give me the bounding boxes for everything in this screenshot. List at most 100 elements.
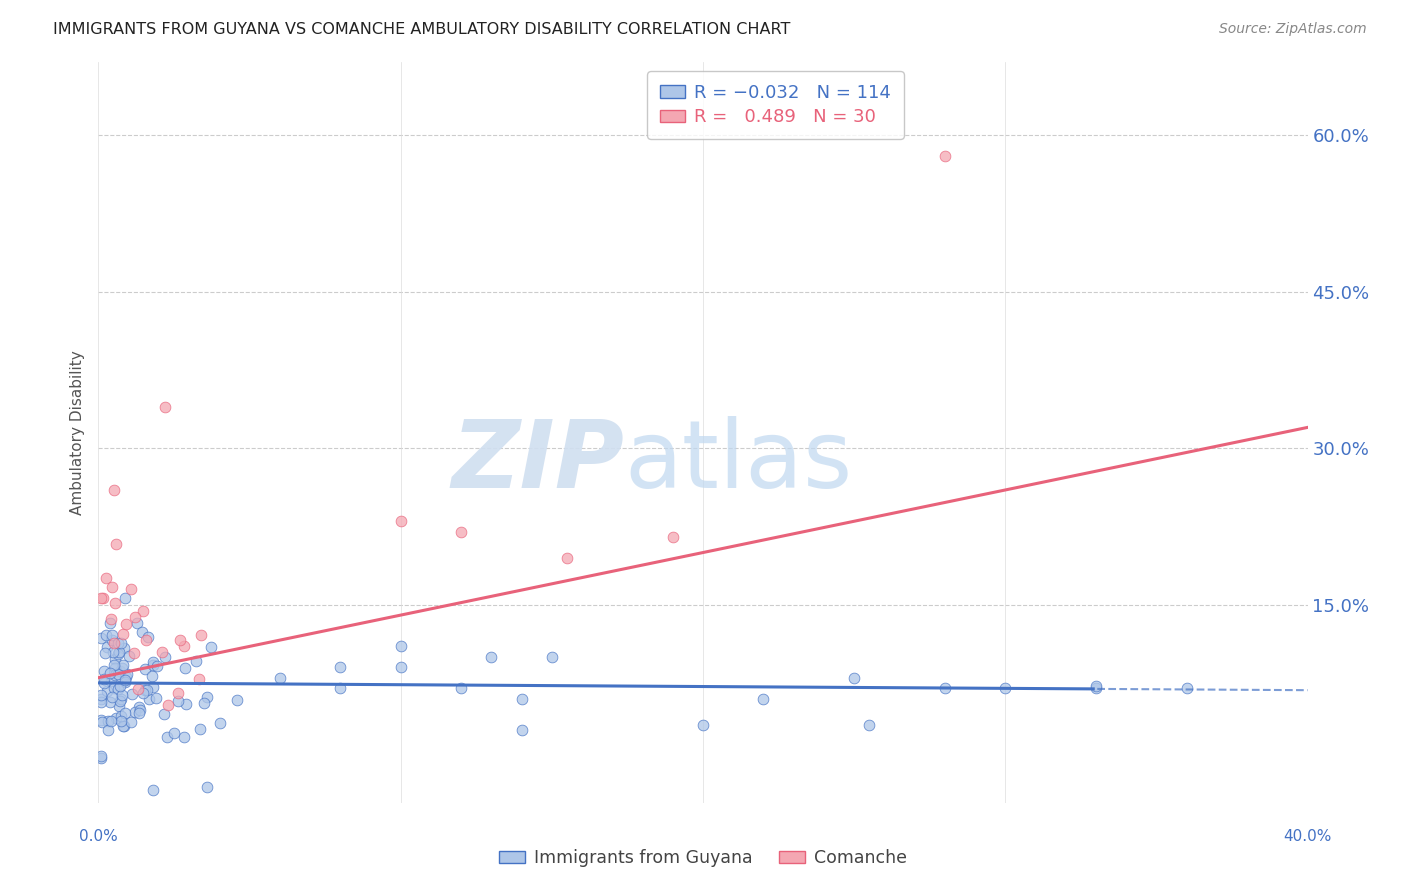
Point [110, 709, 132, 723]
Point [120, 582, 142, 596]
Point [858, 717, 880, 731]
Point [934, 681, 956, 695]
Point [90, 715, 112, 730]
Point [208, 716, 231, 731]
Point [117, 667, 139, 681]
Point [145, 691, 167, 706]
Point [174, 661, 197, 675]
Point [225, 693, 247, 707]
Point [111, 661, 134, 675]
Text: 0.0%: 0.0% [79, 829, 118, 844]
Point [134, 662, 156, 676]
Point [93, 675, 115, 690]
Point [934, 149, 956, 163]
Point [103, 483, 125, 497]
Point [136, 683, 159, 698]
Text: 40.0%: 40.0% [1284, 829, 1331, 844]
Point [100, 612, 122, 626]
Point [98, 666, 121, 681]
Point [108, 679, 131, 693]
Point [1085, 681, 1108, 695]
Point [156, 730, 179, 744]
Point [97, 723, 120, 738]
Point [134, 682, 156, 697]
Point [124, 610, 146, 624]
Point [107, 682, 129, 697]
Point [195, 690, 218, 705]
Point [107, 635, 129, 649]
Point [510, 691, 533, 706]
Point [146, 658, 169, 673]
Point [112, 641, 135, 656]
Point [114, 706, 136, 720]
Point [104, 652, 127, 666]
Point [101, 627, 124, 641]
Point [389, 640, 412, 654]
Point [157, 698, 180, 712]
Point [98, 695, 121, 709]
Point [101, 645, 124, 659]
Point [127, 681, 149, 696]
Point [118, 648, 141, 663]
Point [136, 630, 159, 644]
Legend: Immigrants from Guyana, Comanche: Immigrants from Guyana, Comanche [492, 843, 914, 874]
Point [184, 654, 207, 668]
Point [141, 669, 163, 683]
Point [329, 681, 352, 695]
Point [141, 658, 163, 673]
Point [752, 691, 775, 706]
Point [142, 783, 165, 797]
Point [121, 687, 143, 701]
Point [94, 646, 117, 660]
Point [173, 640, 195, 654]
Point [107, 647, 129, 661]
Point [128, 700, 150, 714]
Point [115, 616, 138, 631]
Point [450, 524, 472, 539]
Point [90, 688, 112, 702]
Point [389, 514, 412, 528]
Point [90, 591, 112, 605]
Point [124, 705, 146, 719]
Point [104, 596, 127, 610]
Point [150, 645, 173, 659]
Point [153, 400, 176, 414]
Point [98, 615, 121, 630]
Text: atlas: atlas [624, 417, 852, 508]
Point [108, 698, 131, 713]
Point [190, 628, 212, 642]
Point [110, 635, 132, 649]
Point [193, 696, 215, 710]
Point [107, 645, 129, 659]
Point [93, 672, 115, 686]
Point [93, 664, 115, 678]
Point [329, 660, 352, 674]
Point [101, 690, 124, 704]
Point [450, 681, 472, 695]
Point [540, 649, 562, 664]
Point [138, 692, 160, 706]
Point [107, 666, 129, 681]
Point [389, 660, 412, 674]
Point [661, 530, 683, 544]
Point [129, 703, 152, 717]
Point [100, 673, 122, 688]
Point [1085, 679, 1108, 693]
Point [104, 660, 127, 674]
Point [103, 635, 125, 649]
Point [122, 646, 145, 660]
Point [1175, 681, 1198, 695]
Point [994, 681, 1017, 695]
Point [110, 664, 132, 678]
Point [153, 706, 176, 721]
Point [91, 591, 114, 605]
Point [104, 710, 127, 724]
Point [269, 671, 291, 685]
Point [105, 537, 128, 551]
Point [128, 706, 150, 720]
Point [110, 688, 132, 702]
Point [103, 657, 125, 672]
Point [104, 668, 127, 682]
Point [90, 631, 112, 645]
Legend: R = −0.032   N = 114, R =   0.489   N = 30: R = −0.032 N = 114, R = 0.489 N = 30 [647, 71, 904, 139]
